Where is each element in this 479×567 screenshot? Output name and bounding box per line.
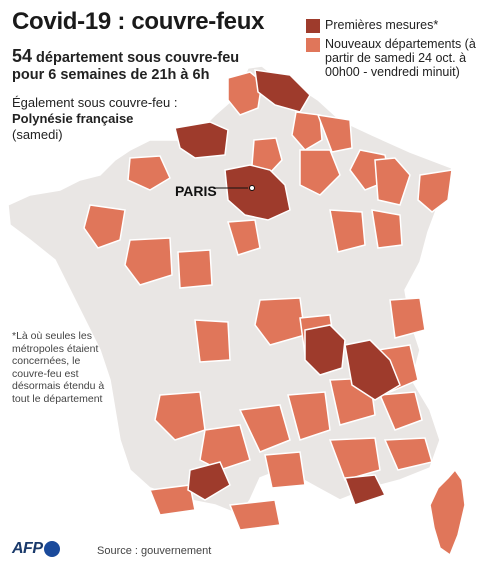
dept-lyon-1: [304, 324, 346, 376]
dept-southeast-2: [378, 391, 423, 431]
also-line2: Polynésie française: [12, 111, 134, 126]
source-text: Source : gouvernement: [97, 545, 212, 557]
dept-east-1: [329, 209, 366, 253]
also-block: Également sous couvre-feu : Polynésie fr…: [12, 95, 177, 143]
legend-item-new: Nouveaux départements (à partir de samed…: [306, 37, 479, 79]
dept-nord: [254, 69, 311, 113]
dept-alsace: [374, 157, 411, 206]
legend-item-first: Premières mesures*: [306, 18, 479, 33]
dept-alps-1: [389, 297, 426, 339]
dept-provence: [328, 437, 381, 481]
dept-idf-south: [227, 219, 261, 256]
legend-label-first: Premières mesures*: [325, 18, 439, 32]
legend-swatch-new: [306, 38, 320, 52]
corsica: [429, 468, 466, 557]
dept-centre-1: [124, 237, 173, 286]
dept-east-2: [371, 209, 403, 249]
dept-toulouse: [187, 461, 231, 501]
dept-centre-2: [177, 249, 213, 289]
dept-pyrenees-2: [228, 499, 281, 531]
also-line3: (samedi): [12, 127, 63, 142]
dept-lorraine-1: [316, 114, 353, 153]
dept-normandy: [127, 155, 171, 191]
dept-west-1: [194, 319, 231, 363]
also-line1: Également sous couvre-feu :: [12, 95, 178, 110]
dept-south-2: [287, 391, 331, 441]
dept-pyrenees-1: [148, 484, 196, 516]
subtitle: 54 département sous couvre-feu pour 6 se…: [12, 46, 240, 84]
city-label-paris: PARIS: [175, 183, 217, 199]
dept-champagne: [299, 149, 341, 196]
afp-logo: AFP: [12, 540, 43, 557]
dept-southwest-1: [154, 391, 206, 441]
dept-marseille: [343, 474, 387, 506]
dept-occitanie-1: [264, 451, 306, 489]
new-departments: [83, 71, 453, 531]
subtitle-number: 54: [12, 46, 33, 66]
legend: Premières mesures* Nouveaux départements…: [306, 18, 479, 83]
dept-alsace-2: [417, 169, 453, 213]
dept-north-2: [291, 111, 323, 151]
dept-southwest-2: [199, 424, 251, 471]
dept-seine-maritime: [174, 121, 229, 159]
footnote: *Là où seules les métropoles étaient con…: [12, 330, 105, 405]
dept-centre-3: [254, 297, 306, 346]
dept-north-1: [227, 71, 263, 116]
legend-label-new: Nouveaux départements (à partir de samed…: [325, 37, 476, 79]
afp-logo-dot-icon: [43, 541, 60, 557]
paris-dot: [249, 185, 255, 191]
dept-brittany: [83, 204, 126, 249]
subtitle-rest: département sous couvre-feu: [32, 50, 240, 66]
legend-swatch-first: [306, 19, 320, 33]
dept-idf: [224, 164, 291, 221]
dept-north-3: [251, 137, 283, 176]
subtitle-line2: pour 6 semaines de 21h à 6h: [12, 67, 210, 83]
page-title: Covid-19 : couvre-feux: [12, 8, 265, 35]
dept-isere: [344, 339, 401, 401]
dept-south-1: [238, 404, 291, 453]
logo: AFP: [12, 540, 60, 558]
first-departments: [174, 69, 401, 506]
dept-cote-azur: [383, 437, 433, 471]
